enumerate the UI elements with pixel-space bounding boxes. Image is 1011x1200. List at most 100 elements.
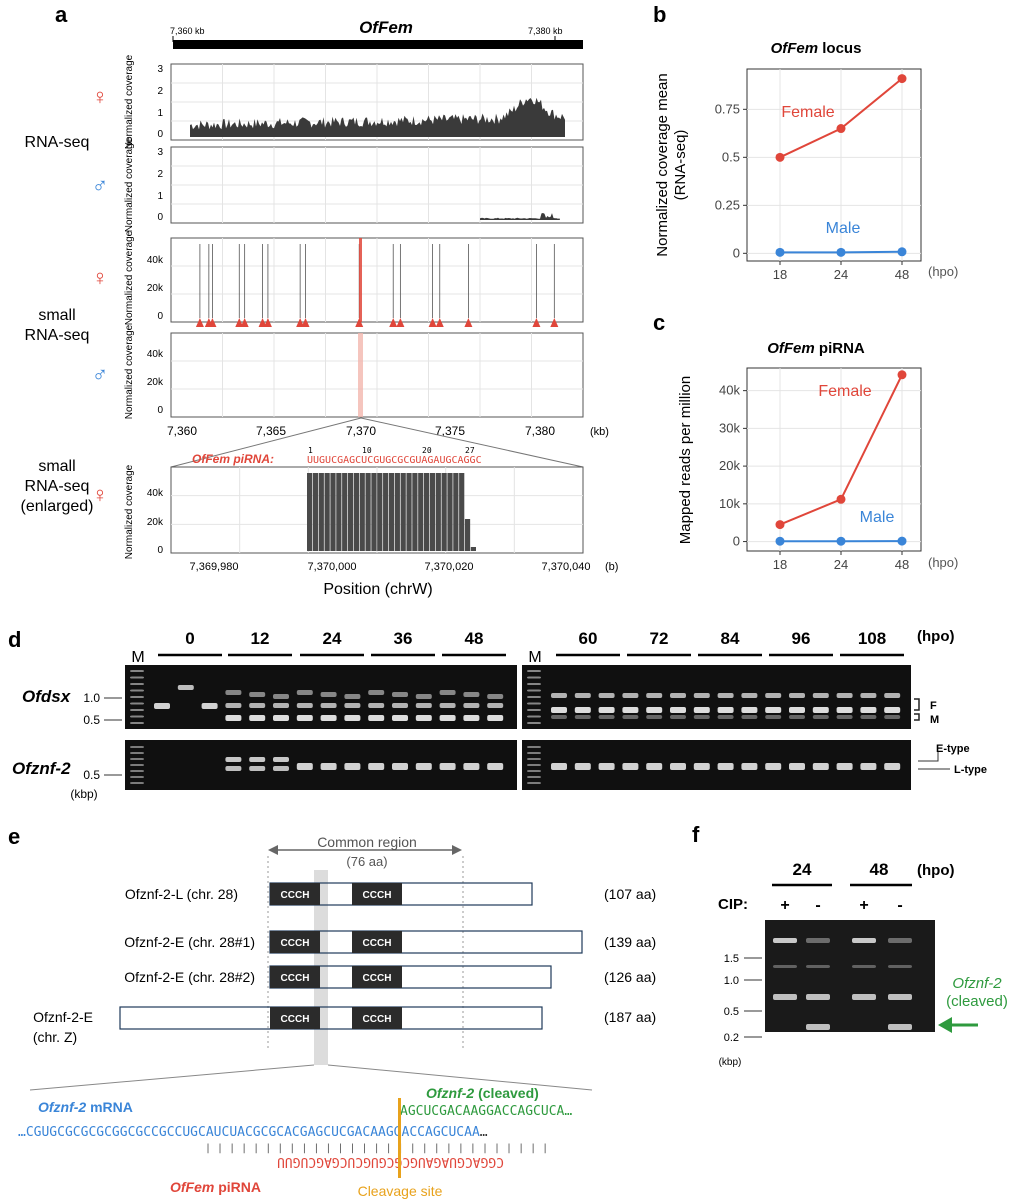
gel-band xyxy=(765,763,782,770)
enlarged-bar xyxy=(365,473,371,551)
pirna-marker-row xyxy=(195,318,559,327)
f-timepoint-24: 24 xyxy=(793,860,812,879)
timepoint-label: 72 xyxy=(650,629,669,648)
panel-letter-f: f xyxy=(692,822,700,847)
y-label-small-male: Normalized coverage xyxy=(124,324,135,419)
gel-band xyxy=(225,757,242,762)
common-region-label: Common region xyxy=(317,834,417,850)
isoform-diagrams: CCCH CCCH Ofznf-2-L (chr. 28) (107 aa) C… xyxy=(33,882,656,1045)
gel-band xyxy=(344,703,361,708)
pirna-label: OfFem piRNA: xyxy=(192,452,274,466)
gel-band xyxy=(463,692,480,697)
panel-letter-d: d xyxy=(8,627,21,652)
chart-c-xlabel: (hpo) xyxy=(928,555,958,570)
gel-band xyxy=(789,715,805,719)
gel-band xyxy=(551,715,567,719)
pirna-marker xyxy=(550,318,559,327)
gel-band xyxy=(273,715,289,721)
gel-band xyxy=(130,670,144,672)
gel-band xyxy=(806,965,830,968)
y-tick-label: 10k xyxy=(719,496,740,511)
chart-b-series xyxy=(775,74,907,257)
gel-band xyxy=(527,770,541,772)
y-tick: 40k xyxy=(147,488,164,499)
domain-box xyxy=(352,966,402,988)
gel-unit: (hpo) xyxy=(917,628,954,645)
gel-band xyxy=(693,763,710,770)
gel-band xyxy=(130,764,144,766)
data-point xyxy=(836,124,846,134)
gel-band xyxy=(888,994,912,1000)
label-M: M xyxy=(930,714,939,726)
gel-band xyxy=(717,693,734,698)
chart-b-ylabel-2: (RNA-seq) xyxy=(672,130,689,201)
gel-band xyxy=(852,965,876,968)
gel-band xyxy=(598,707,615,713)
enlarged-row-label-2: RNA-seq xyxy=(25,478,90,495)
gel-band xyxy=(527,776,541,778)
enlarged-bar xyxy=(371,473,377,551)
enlarged-bar xyxy=(394,473,400,551)
female-symbol-small: ♀ xyxy=(92,265,109,290)
rnaseq-row-label: RNA-seq xyxy=(25,134,90,151)
gel-band xyxy=(415,694,432,699)
gel-band xyxy=(368,690,385,695)
gel-f-bands xyxy=(773,938,912,1030)
enlarged-bar xyxy=(418,473,424,551)
data-point xyxy=(775,247,785,257)
enlarged-bar xyxy=(324,473,330,551)
pirna-pos-10: 10 xyxy=(362,446,372,455)
chart-b-legend-male: Male xyxy=(826,220,861,237)
gel-band xyxy=(225,766,242,771)
pirna-marker xyxy=(208,318,217,327)
gel-band xyxy=(177,685,194,690)
gel-band xyxy=(463,763,480,770)
isoform-name: Ofznf-2-E xyxy=(33,1009,93,1025)
f-size: 0.5 xyxy=(724,1006,739,1018)
gel-band xyxy=(415,703,432,708)
gel-band xyxy=(574,763,591,770)
domain-box xyxy=(270,966,320,988)
gel-band xyxy=(130,752,144,754)
enl-x-tick: 7,370,040 xyxy=(542,561,591,573)
domain-box xyxy=(352,1007,402,1029)
kbp-label-d: (kbp) xyxy=(70,787,97,801)
y-tick: 20k xyxy=(147,283,164,294)
gel-band xyxy=(670,715,686,719)
y-tick-label: 40k xyxy=(719,383,740,398)
scale-right-label: 7,380 kb xyxy=(528,26,563,36)
gel-band xyxy=(765,707,782,713)
gel-band xyxy=(368,715,385,721)
domain-box xyxy=(270,1007,320,1029)
domain-box xyxy=(270,931,320,953)
gel-band xyxy=(249,715,266,721)
pointer-E xyxy=(918,752,939,762)
pirna-label-e: OfFem piRNA xyxy=(170,1179,261,1195)
gel-band xyxy=(852,994,876,1000)
enlarged-bar xyxy=(388,473,395,551)
gel-bands xyxy=(130,670,901,784)
gel-band xyxy=(836,715,853,719)
gel-band xyxy=(812,707,829,713)
panel-letter-b: b xyxy=(653,2,666,27)
y-tick: 2 xyxy=(157,86,163,97)
gel-band xyxy=(527,746,541,748)
gel-band xyxy=(646,693,663,698)
gel-band xyxy=(487,715,504,721)
gel-band xyxy=(368,763,385,770)
gel-band xyxy=(598,715,615,719)
chart-c-legend-female: Female xyxy=(818,383,871,400)
domain-label: CCCH xyxy=(281,938,310,949)
enlarged-bar xyxy=(342,473,348,551)
gel-band xyxy=(888,1024,912,1030)
gel-band xyxy=(741,763,758,770)
gel-band xyxy=(527,670,541,672)
track-grid xyxy=(171,333,583,417)
data-point xyxy=(775,520,785,530)
data-point xyxy=(836,494,846,504)
timepoint-label: 0 xyxy=(185,629,194,648)
enlarged-bar xyxy=(406,473,412,551)
pirna-pos-20: 20 xyxy=(422,446,432,455)
gel-band xyxy=(296,690,313,695)
smallrna-female-track: 40k 20k 0 xyxy=(147,237,584,323)
